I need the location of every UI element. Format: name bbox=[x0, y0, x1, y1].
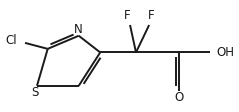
Text: F: F bbox=[148, 10, 155, 23]
Text: O: O bbox=[174, 91, 184, 104]
Text: N: N bbox=[74, 23, 83, 36]
Text: F: F bbox=[124, 10, 131, 23]
Text: Cl: Cl bbox=[5, 34, 17, 47]
Text: OH: OH bbox=[216, 46, 234, 59]
Text: S: S bbox=[31, 86, 39, 99]
